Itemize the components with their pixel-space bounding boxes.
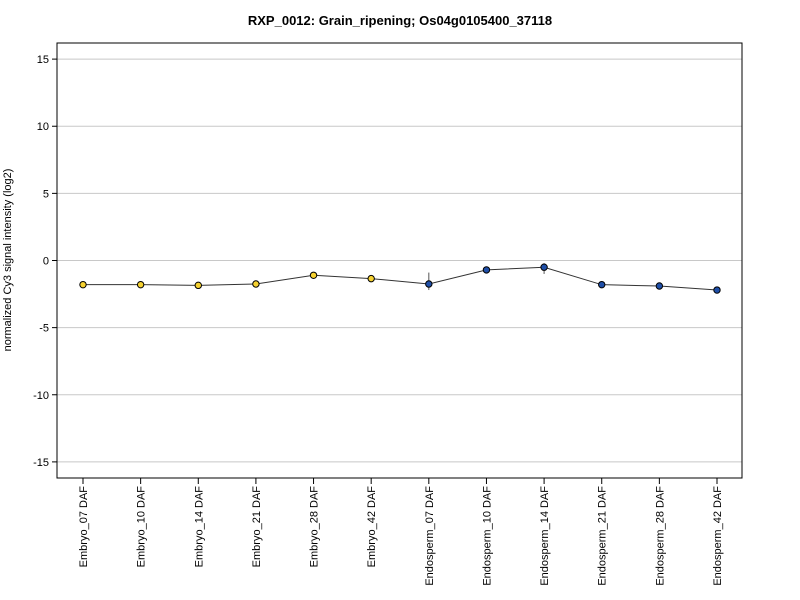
data-point	[136, 280, 145, 289]
y-tick-label: -5	[39, 323, 49, 335]
y-axis-label: normalized Cy3 signal intensity (log2)	[2, 169, 14, 352]
data-point	[655, 282, 664, 290]
data-point	[252, 280, 260, 288]
x-tick-label: Embryo_28 DAF	[309, 486, 321, 568]
chart-title: RXP_0012: Grain_ripening; Os04g0105400_3…	[247, 13, 553, 28]
x-tick-label: Embryo_21 DAF	[251, 486, 263, 568]
y-tick-label: 0	[43, 256, 49, 268]
x-tick-label: Endosperm_07 DAF	[424, 486, 436, 586]
x-tick-label: Embryo_42 DAF	[366, 486, 378, 568]
y-tick-label: 10	[37, 121, 49, 133]
x-tick-label: Embryo_14 DAF	[193, 486, 205, 568]
x-tick-label: Endosperm_14 DAF	[539, 486, 551, 586]
y-tick-label: 5	[43, 188, 49, 200]
x-tick-label: Endosperm_21 DAF	[597, 486, 609, 586]
axis-layer: 15 10 5 0 -5 -10 -15 Embryo_07 DAF Embryo_10 DAF…	[33, 54, 724, 586]
series-line	[83, 266, 718, 291]
x-tick-label: Endosperm_28 DAF	[654, 486, 666, 586]
x-tick-label: Endosperm_42 DAF	[712, 486, 724, 586]
data-point	[482, 266, 491, 274]
x-tick-label: Embryo_07 DAF	[78, 486, 90, 568]
data-point	[713, 286, 721, 294]
y-tick-label: -15	[33, 457, 49, 469]
y-tick-label: 15	[37, 54, 49, 66]
y-tick-label: -10	[33, 390, 49, 402]
data-point	[540, 263, 548, 271]
data-point	[194, 281, 202, 290]
x-tick-label: Embryo_10 DAF	[136, 486, 148, 568]
data-point	[598, 280, 606, 289]
data-point	[367, 274, 375, 283]
x-tick-label: Endosperm_10 DAF	[481, 486, 493, 586]
grid-layer	[57, 58, 742, 463]
data-point	[309, 271, 318, 279]
data-point	[79, 280, 87, 289]
data-point	[425, 280, 433, 288]
series-layer	[79, 263, 721, 294]
